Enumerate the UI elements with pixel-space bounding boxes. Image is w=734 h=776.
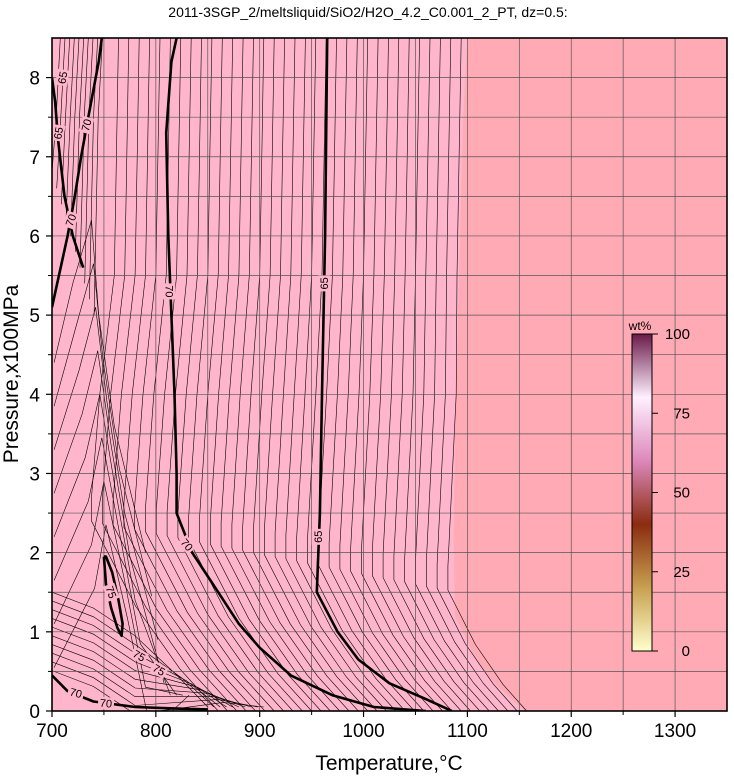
contour-label: 65	[55, 68, 70, 87]
contour-65	[315, 38, 453, 711]
contour-70	[164, 38, 426, 711]
contour-label-bg	[55, 68, 70, 87]
contour-label-text: 65	[319, 277, 331, 289]
x-axis-ticks: 700 800 900 1000 1100 1200 1300	[36, 711, 696, 742]
colorbar: wt% 0 25 50 75 100	[628, 319, 690, 660]
contour-label: 70	[78, 115, 95, 135]
high-value-region	[52, 38, 525, 711]
x-axis-label: Temperature,°C	[315, 752, 462, 775]
chart-title: 2011-3SGP_2/meltsliquid/SiO2/H2O_4.2_C0.…	[168, 4, 567, 20]
grid	[52, 38, 727, 711]
y-tick-label: 5	[29, 306, 40, 327]
contour-line	[53, 263, 152, 597]
contour-label-bg	[149, 660, 169, 679]
y-tick-label: 3	[29, 464, 40, 485]
contour-label: 65	[50, 124, 66, 142]
contour-label-bg	[311, 528, 324, 545]
contour-label: 65	[311, 528, 325, 545]
x-tick-label: 1100	[447, 721, 488, 742]
y-tick-label: 8	[29, 69, 40, 90]
x-tick-label: 1200	[550, 721, 592, 742]
y-tick-label: 0	[29, 702, 40, 723]
y-axis-label: Pressure,x100MPa	[0, 284, 23, 463]
contour-label-bg	[78, 115, 95, 135]
colorbar-tick-label: 50	[673, 485, 690, 502]
contour-label: 65	[318, 275, 331, 292]
colorbar-tick-label: 100	[665, 326, 690, 343]
contour-label-bg	[102, 582, 120, 602]
contour-label: 75	[129, 646, 150, 665]
contour-line	[52, 600, 215, 708]
contour-label-text: 75	[130, 648, 147, 665]
contour-line	[52, 661, 258, 708]
colorbar-ticks: 0 25 50 75 100	[652, 326, 690, 660]
contour-line	[53, 481, 183, 696]
x-tick-label: 700	[36, 721, 68, 742]
colorbar-tick-label: 75	[673, 405, 690, 422]
contour-label-text: 65	[313, 531, 325, 543]
y-tick-label: 6	[29, 227, 40, 248]
x-tick-label: 800	[140, 721, 172, 742]
contour-line	[53, 220, 146, 553]
contour-line	[52, 618, 227, 708]
contour-label: 75	[149, 660, 169, 679]
contour-label-bg	[163, 283, 176, 300]
contour-70	[52, 38, 104, 308]
contour-65	[52, 77, 85, 269]
contour-label-bg	[50, 124, 66, 142]
contour-line	[53, 524, 190, 711]
y-tick-label: 7	[29, 148, 40, 169]
colorbar-tick-label: 25	[673, 564, 690, 581]
y-axis-ticks: 0 1 2 3 4 5 6 7 8	[29, 69, 52, 723]
contour-line	[52, 591, 209, 708]
contour-label-text: 75	[150, 662, 167, 679]
contour-label-text: 65	[56, 71, 70, 85]
contour-label-text: 75	[103, 585, 118, 601]
y-tick-label: 1	[29, 623, 40, 644]
contour-label-bg	[66, 684, 86, 701]
contour-label: 75	[102, 582, 120, 602]
contour-label-text: 70	[80, 118, 95, 133]
x-tick-label: 1300	[654, 721, 696, 742]
contour-label-bg	[318, 275, 331, 292]
contour-line	[52, 670, 264, 711]
contour-line	[53, 350, 165, 684]
contour-label-bg	[62, 210, 80, 230]
contour-label-bg	[177, 534, 197, 555]
contour-label-bg	[97, 696, 115, 710]
contour-label: 70	[162, 283, 176, 300]
contour-line	[52, 652, 252, 708]
colorbar-tick-label: 0	[682, 643, 690, 660]
x-tick-label: 1000	[342, 721, 384, 742]
x-tick-label: 900	[244, 721, 276, 742]
labeled-contours	[52, 38, 453, 711]
colorbar-unit: wt%	[628, 319, 652, 333]
contour-label-bg	[129, 646, 150, 665]
contour-label-text: 65	[52, 126, 66, 140]
contour-label-text: 70	[99, 698, 112, 711]
y-tick-label: 4	[29, 385, 40, 406]
contour-70	[52, 674, 208, 711]
contour-label-text: 70	[162, 285, 174, 297]
contour-label: 70	[97, 696, 115, 711]
contour-label-text: 70	[64, 213, 79, 229]
colorbar-gradient	[631, 333, 653, 652]
contour-label: 70	[62, 210, 80, 230]
y-tick-label: 2	[29, 544, 40, 565]
contour-line	[52, 644, 246, 708]
contour-line	[53, 394, 171, 696]
contour-label-text: 70	[68, 686, 83, 701]
plot-frame	[51, 37, 728, 712]
contour-label: 70	[66, 684, 86, 701]
